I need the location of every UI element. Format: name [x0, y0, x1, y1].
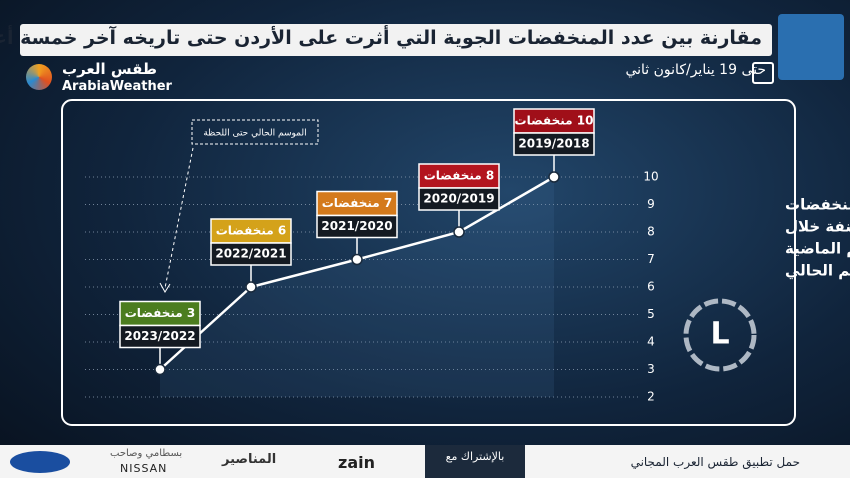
y-axis-label: عدد المنخفضات: [785, 196, 850, 214]
brand-name-ar: طقس العرب: [62, 60, 157, 78]
y-tick-label: 3: [647, 362, 655, 376]
annotation: الموسم الحالي حتى اللحظة: [203, 129, 306, 139]
y-tick-label: 7: [647, 252, 655, 266]
annotation-box: [191, 119, 319, 145]
y-tick-label: 8: [647, 225, 655, 239]
data-label: 7 منخفضات: [322, 196, 393, 210]
y-tick-label: 5: [647, 307, 655, 321]
sponsor: zain: [338, 453, 375, 472]
category-label: 2021/2020: [321, 219, 392, 233]
y-tick-label: 2: [647, 390, 655, 404]
y-tick-label: 10: [643, 170, 658, 184]
clock-letter: L: [710, 317, 729, 352]
point: [154, 363, 166, 376]
label-box-top: [119, 300, 201, 327]
label-box-bottom: [119, 324, 201, 349]
label-box-top: [513, 108, 595, 134]
label-box-top: [316, 190, 398, 217]
y-axis-label: والموسم الحالي: [785, 262, 850, 280]
footer-partner: بالإشتراك مع: [445, 450, 505, 463]
brand-name-en: ArabiaWeather: [62, 79, 172, 94]
y-tick-label: 4: [647, 335, 655, 349]
category-label: 2019/2018: [518, 137, 589, 151]
y-tick-label: 9: [647, 197, 655, 211]
data-label: 10 منخفضات: [515, 114, 594, 128]
partner-box: [425, 445, 525, 478]
title-bar: [20, 24, 772, 56]
y-axis-label: المصنفة خلال: [785, 218, 850, 236]
label-box-bottom: [316, 214, 398, 239]
chart: L 2 3 4 5 6 7 8 9 10 عدد المنخفضات المصنفة خلال الم…: [61, 99, 850, 426]
data-label: 8 منخفضات: [424, 169, 495, 183]
data-label: 6 منخفضات: [216, 224, 287, 238]
chart-title: مقارنة بين عدد المنخفضات الجوية التي أثر…: [0, 27, 762, 49]
category-label: 2022/2021: [215, 247, 286, 261]
logo-circle: [26, 64, 52, 90]
y-tick-label: 6: [647, 280, 655, 294]
subtitle: حتى 19 يناير/كانون ثاني: [625, 62, 766, 78]
area-shade: [160, 177, 554, 397]
sponsor: المناصير: [222, 452, 277, 467]
data-label: 3 منخفضات: [125, 306, 196, 320]
label-box-bottom: [210, 242, 292, 266]
label-box-bottom: [513, 132, 595, 156]
footer-app: حمل تطبيق طقس العرب المجاني: [630, 455, 800, 469]
category-label: 2020/2019: [423, 192, 494, 206]
calendar-icon: [752, 62, 774, 84]
point: [351, 253, 363, 266]
point: [245, 281, 257, 293]
sponsor-logo: [10, 451, 70, 473]
point: [453, 226, 465, 238]
annotation-arrowhead: [159, 282, 171, 293]
label-box-top: [210, 218, 292, 244]
point: [548, 171, 560, 183]
chart-frame: [61, 99, 796, 426]
clock-icon: [683, 298, 757, 372]
label-box-bottom: [418, 187, 500, 211]
brand-icon: [778, 14, 844, 80]
sponsor: بسطامي وصاحب: [110, 448, 183, 459]
y-axis-label: المواسم الماضية: [785, 240, 850, 258]
annotation-arrow: [164, 147, 194, 289]
sponsor: NISSAN: [120, 462, 168, 475]
category-label: 2023/2022: [124, 329, 195, 343]
